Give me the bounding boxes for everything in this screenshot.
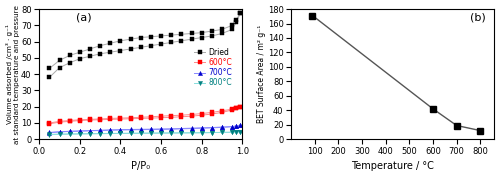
600°C — [178, 116, 184, 118]
X-axis label: Temperature / °C: Temperature / °C — [352, 161, 434, 172]
Dried — [234, 21, 239, 23]
700°C — [87, 130, 93, 132]
700°C — [188, 127, 194, 130]
Dried — [138, 46, 144, 48]
700°C — [118, 129, 124, 131]
Dried — [87, 55, 93, 57]
700°C — [138, 129, 144, 131]
800°C — [118, 132, 124, 135]
700°C — [238, 124, 244, 127]
Y-axis label: BET Surface Area / m² g⁻¹: BET Surface Area / m² g⁻¹ — [258, 25, 266, 123]
800°C — [148, 132, 154, 134]
600°C — [138, 117, 144, 119]
800°C — [178, 132, 184, 134]
800°C — [238, 131, 244, 133]
Line: 600°C: 600°C — [48, 105, 242, 126]
Dried — [158, 43, 164, 45]
700°C — [178, 128, 184, 130]
700°C — [199, 127, 205, 129]
600°C — [158, 117, 164, 119]
800°C — [158, 132, 164, 134]
Line: Dried: Dried — [47, 11, 243, 80]
600°C — [97, 119, 103, 121]
800°C — [46, 133, 52, 135]
800°C — [128, 132, 134, 134]
700°C — [230, 126, 235, 128]
600°C — [118, 118, 124, 120]
Dried — [77, 58, 83, 60]
Dried — [56, 67, 62, 69]
600°C — [238, 106, 244, 108]
800°C — [188, 132, 194, 134]
600°C — [230, 109, 235, 111]
600°C — [66, 120, 72, 122]
Dried — [168, 41, 174, 44]
800°C — [77, 133, 83, 135]
Dried — [66, 62, 72, 64]
Dried — [97, 53, 103, 55]
700°C — [77, 130, 83, 132]
600°C — [199, 114, 205, 116]
600°C — [128, 118, 134, 120]
800°C — [87, 133, 93, 135]
Dried — [230, 28, 235, 30]
600°C — [168, 116, 174, 118]
Dried — [188, 38, 194, 40]
700°C — [66, 130, 72, 133]
Dried — [128, 48, 134, 50]
Dried — [148, 45, 154, 47]
Dried — [118, 50, 124, 52]
800°C — [97, 133, 103, 135]
800°C — [209, 132, 215, 134]
Dried — [209, 35, 215, 37]
700°C — [234, 125, 239, 127]
800°C — [199, 132, 205, 134]
600°C — [108, 118, 114, 121]
700°C — [148, 129, 154, 131]
600°C — [234, 107, 239, 109]
600°C — [148, 117, 154, 119]
Dried — [238, 12, 244, 14]
700°C — [168, 128, 174, 130]
Dried — [178, 40, 184, 42]
Dried — [46, 76, 52, 78]
700°C — [56, 131, 62, 133]
Y-axis label: Volume adsorbed /cm³ · g⁻¹
at standard temperature and pressure: Volume adsorbed /cm³ · g⁻¹ at standard t… — [6, 5, 20, 144]
Legend: Dried, 600°C, 700°C, 800°C: Dried, 600°C, 700°C, 800°C — [192, 46, 234, 90]
700°C — [158, 128, 164, 130]
Line: 700°C: 700°C — [48, 123, 242, 135]
800°C — [234, 131, 239, 133]
X-axis label: P/P₀: P/P₀ — [132, 161, 150, 172]
Text: (a): (a) — [76, 13, 92, 23]
600°C — [188, 115, 194, 117]
700°C — [219, 126, 225, 129]
800°C — [219, 131, 225, 133]
600°C — [87, 119, 93, 121]
600°C — [219, 111, 225, 113]
800°C — [66, 133, 72, 135]
700°C — [97, 129, 103, 132]
600°C — [46, 123, 52, 125]
Dried — [199, 36, 205, 39]
700°C — [46, 132, 52, 134]
Dried — [219, 32, 225, 35]
700°C — [128, 129, 134, 131]
800°C — [138, 132, 144, 134]
Text: (b): (b) — [470, 13, 486, 23]
700°C — [108, 129, 114, 131]
800°C — [230, 131, 235, 133]
600°C — [56, 121, 62, 123]
800°C — [108, 132, 114, 135]
Dried — [108, 51, 114, 53]
600°C — [209, 113, 215, 115]
800°C — [168, 132, 174, 134]
700°C — [209, 127, 215, 129]
600°C — [77, 119, 83, 122]
Line: 800°C: 800°C — [48, 130, 242, 136]
800°C — [56, 133, 62, 135]
